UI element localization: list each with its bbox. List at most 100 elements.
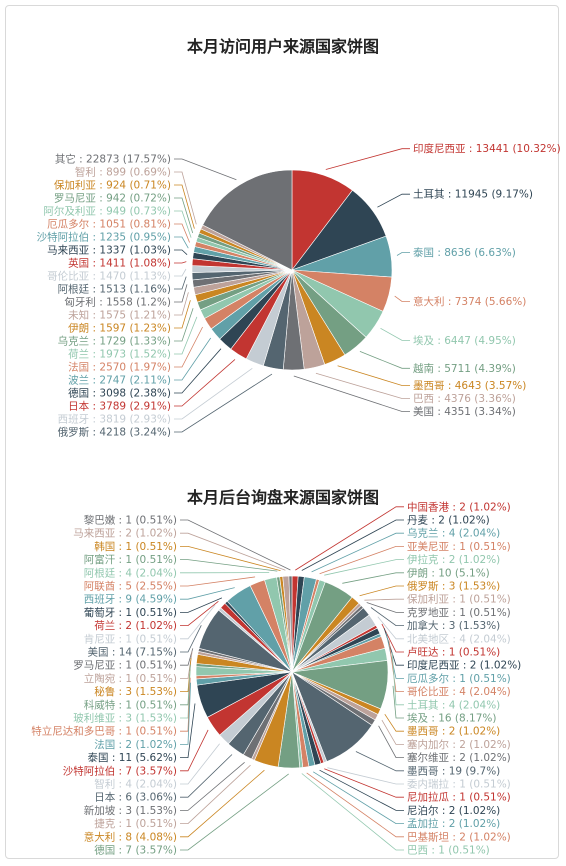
slice-label: 其它 : 22873 (17.57%) xyxy=(55,153,171,166)
label-leader-line xyxy=(180,587,235,600)
label-leader-line xyxy=(315,372,410,399)
slice-label: 土耳其 : 11945 (9.17%) xyxy=(413,188,533,201)
slice-label: 法国 : 2 (1.02%) xyxy=(94,738,177,751)
slice-label: 乌克兰 : 4 (2.04%) xyxy=(407,527,500,540)
label-leader-line xyxy=(359,585,404,597)
slice-label: 巴西 : 4376 (3.36%) xyxy=(413,393,516,405)
slice-label: 沙特阿拉伯 : 7 (3.57%) xyxy=(63,764,177,777)
label-leader-line xyxy=(174,184,195,229)
label-leader-line xyxy=(180,576,256,587)
slice-label: 玻利维亚 : 3 (1.53%) xyxy=(73,712,177,725)
slice-label: 越南 : 5711 (4.39%) xyxy=(413,362,516,375)
label-leader-line xyxy=(180,519,291,571)
slice-label: 尼加拉瓜 : 1 (0.51%) xyxy=(407,791,511,804)
slice-label: 亚美尼亚 : 1 (0.51%) xyxy=(407,540,511,553)
label-leader-line xyxy=(180,682,191,745)
slice-label: 捷克 : 1 (0.51%) xyxy=(94,817,177,830)
slice-label: 匈牙利 : 1558 (1.2%) xyxy=(64,296,171,309)
slice-label: 加拿大 : 3 (1.53%) xyxy=(407,619,500,632)
label-leader-line xyxy=(301,773,404,851)
slice-label: 乌克兰 : 1729 (1.33%) xyxy=(58,335,171,348)
slice-label: 哥伦比亚 : 4 (2.04%) xyxy=(407,685,511,698)
label-leader-line xyxy=(370,607,404,626)
slice-label: 埃及 : 16 (8.17%) xyxy=(407,712,496,725)
label-leader-line xyxy=(384,713,404,732)
label-leader-line xyxy=(180,773,289,851)
pie-slice[interactable] xyxy=(288,575,293,673)
slice-label: 阿尔及利亚 : 949 (0.73%) xyxy=(43,205,171,218)
slice-label: 马来西亚 : 1337 (1.03%) xyxy=(47,245,171,257)
label-leader-line xyxy=(327,767,404,785)
label-leader-line xyxy=(180,604,216,640)
slice-label: 德国 : 7 (3.57%) xyxy=(94,844,177,857)
label-leader-line xyxy=(324,559,404,576)
label-leader-line xyxy=(174,210,192,238)
label-leader-line xyxy=(359,351,410,369)
slice-label: 英国 : 1411 (1.08%) xyxy=(68,257,171,270)
label-leader-line xyxy=(174,367,253,420)
label-leader-line xyxy=(380,327,410,341)
label-leader-line xyxy=(337,365,410,386)
slice-label: 智利 : 899 (0.69%) xyxy=(75,166,171,179)
slice-label: 印度尼西亚 : 2 (1.02%) xyxy=(407,659,521,672)
slice-label: 俄罗斯 : 4218 (3.24%) xyxy=(58,426,171,439)
slice-label: 卢旺达 : 1 (0.51%) xyxy=(407,646,500,659)
slice-label: 保加利亚 : 1 (0.51%) xyxy=(407,593,511,606)
label-leader-line xyxy=(174,223,190,243)
slice-label: 保加利亚 : 924 (0.71%) xyxy=(54,179,171,192)
label-leader-line xyxy=(293,375,410,412)
chart-title-inquiries: 本月后台询盘来源国家饼图 xyxy=(186,488,379,507)
label-leader-line xyxy=(174,300,191,329)
label-leader-line xyxy=(396,252,410,256)
slice-label: 葡萄牙 : 1 (0.51%) xyxy=(84,606,177,619)
label-leader-line xyxy=(364,598,404,601)
slice-label: 波兰 : 2747 (2.11%) xyxy=(68,374,171,387)
label-leader-line xyxy=(180,625,202,653)
slice-label: 美国 : 4351 (3.34%) xyxy=(413,405,516,418)
label-leader-line xyxy=(174,268,187,277)
label-leader-line xyxy=(391,653,404,706)
label-leader-line xyxy=(180,754,233,798)
label-leader-line xyxy=(324,768,404,798)
slice-label: 罗马尼亚 : 1 (0.51%) xyxy=(73,660,177,672)
label-leader-line xyxy=(180,671,191,719)
pie-slice[interactable] xyxy=(202,169,293,271)
slice-label: 未知 : 1575 (1.21%) xyxy=(68,309,171,322)
label-leader-line xyxy=(180,743,220,785)
slice-label: 阿根廷 : 4 (2.04%) xyxy=(84,566,177,579)
label-leader-line xyxy=(319,769,404,811)
label-leader-line xyxy=(388,640,404,692)
slice-label: 孟加拉 : 2 (1.02%) xyxy=(407,817,500,830)
label-leader-line xyxy=(312,771,404,824)
slice-label: 日本 : 6 (3.06%) xyxy=(94,791,177,804)
label-leader-line xyxy=(180,597,223,613)
slice-label: 印度尼西亚 : 13441 (10.32%) xyxy=(413,142,561,155)
label-leader-line xyxy=(174,249,188,255)
slice-label: 泰国 : 11 (5.62%) xyxy=(88,751,177,764)
slice-label: 泰国 : 8636 (6.63%) xyxy=(413,246,516,259)
slice-label: 伊朗 : 10 (5.1%) xyxy=(407,567,490,579)
slice-label: 西班牙 : 3819 (2.93%) xyxy=(58,414,171,426)
label-leader-line xyxy=(174,359,236,407)
label-leader-line xyxy=(174,284,188,303)
slice-label: 荷兰 : 2 (1.02%) xyxy=(94,619,177,632)
slice-label: 巴西 : 1 (0.51%) xyxy=(407,845,490,857)
label-leader-line xyxy=(174,373,273,433)
slice-label: 荷兰 : 1973 (1.52%) xyxy=(68,348,171,361)
slice-label: 马来西亚 : 2 (1.02%) xyxy=(73,528,177,540)
label-leader-line xyxy=(174,316,198,355)
label-leader-line xyxy=(394,295,410,302)
label-leader-line xyxy=(180,769,265,838)
label-leader-line xyxy=(180,546,281,571)
slice-label: 尼泊尔 : 2 (1.02%) xyxy=(407,804,500,817)
slice-label: 伊拉克 : 2 (1.02%) xyxy=(407,553,500,566)
label-leader-line xyxy=(174,337,212,381)
label-leader-line xyxy=(174,308,194,342)
label-leader-line xyxy=(174,348,222,394)
slice-label: 塞内加尔 : 2 (1.02%) xyxy=(407,738,511,751)
slice-label: 北美地区 : 4 (2.04%) xyxy=(407,632,511,645)
slice-label: 哥伦比亚 : 1470 (1.13%) xyxy=(47,270,171,283)
label-leader-line xyxy=(174,292,189,316)
slice-label: 丹麦 : 2 (1.02%) xyxy=(407,515,490,527)
label-leader-line xyxy=(180,729,209,772)
